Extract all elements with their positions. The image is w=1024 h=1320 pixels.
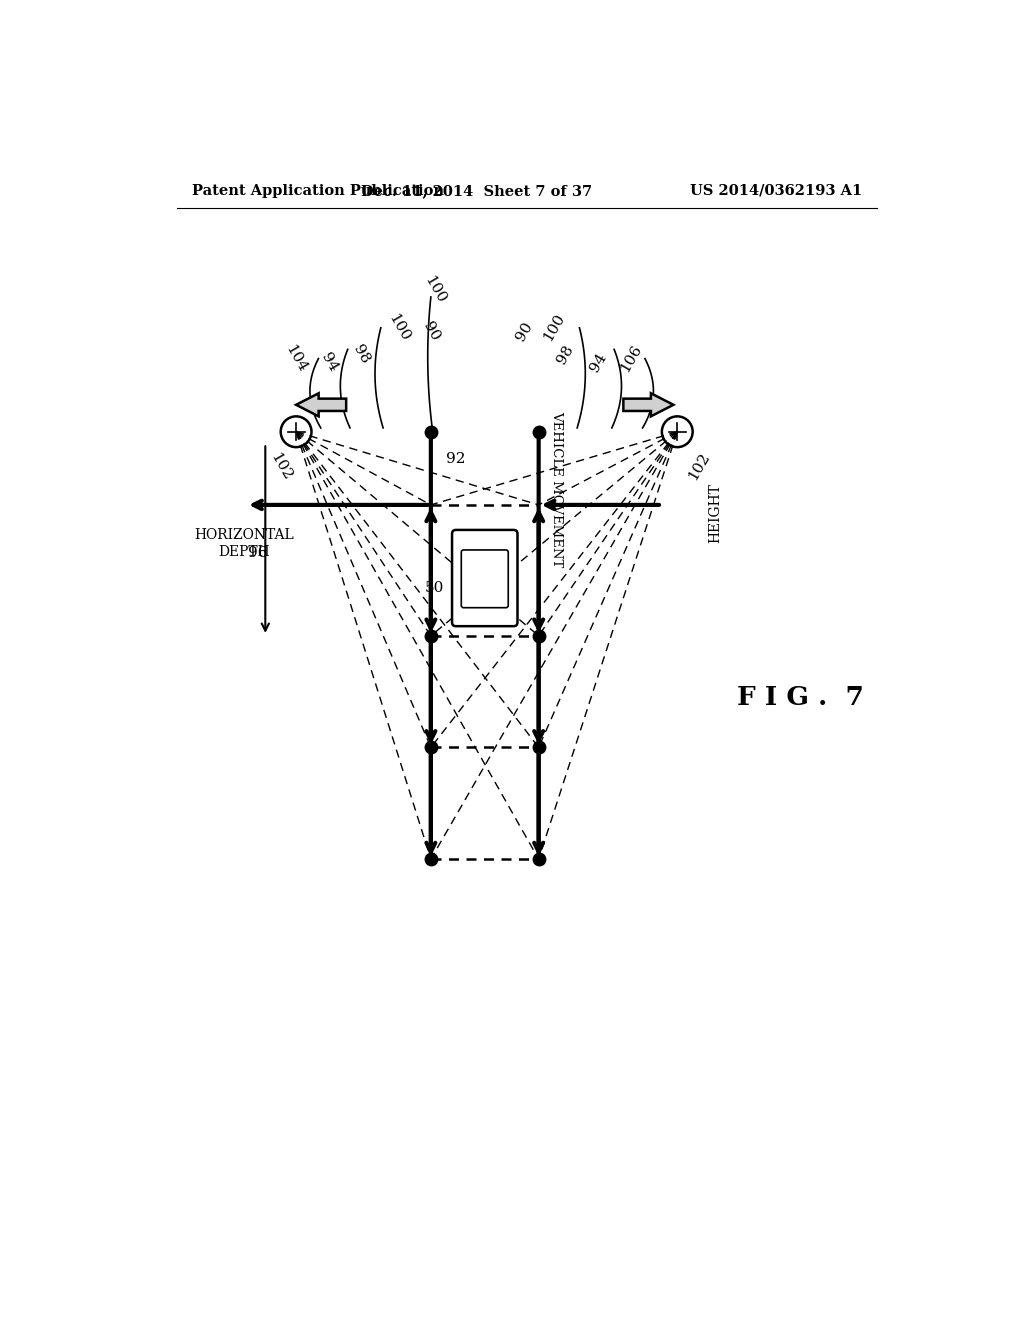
Text: 94: 94 [318,351,340,375]
Text: 100: 100 [421,273,449,305]
Text: 102: 102 [267,450,294,483]
Text: 98: 98 [350,343,373,367]
Text: Patent Application Publication: Patent Application Publication [193,183,444,198]
Text: F I G .  7: F I G . 7 [737,685,864,710]
Text: 92: 92 [446,451,466,466]
Polygon shape [624,393,674,416]
Text: HEIGHT: HEIGHT [708,483,722,543]
Text: 104: 104 [283,342,309,375]
FancyBboxPatch shape [452,529,517,626]
Text: 106: 106 [617,342,644,375]
Text: 50: 50 [425,581,444,595]
Text: 90: 90 [514,319,536,343]
Text: HORIZONTAL
DEPTH: HORIZONTAL DEPTH [195,528,294,558]
Text: 96: 96 [248,545,267,560]
Text: 102: 102 [685,450,713,483]
Text: US 2014/0362193 A1: US 2014/0362193 A1 [690,183,862,198]
FancyBboxPatch shape [461,550,508,607]
Text: Dec. 11, 2014  Sheet 7 of 37: Dec. 11, 2014 Sheet 7 of 37 [361,183,593,198]
Text: 100: 100 [541,312,567,345]
Text: 90: 90 [420,319,441,343]
Text: VEHICLE MOVEMENT: VEHICLE MOVEMENT [550,412,563,568]
Text: 98: 98 [555,343,577,367]
Text: 94: 94 [588,351,609,375]
Polygon shape [296,393,346,416]
Text: 100: 100 [385,312,412,345]
